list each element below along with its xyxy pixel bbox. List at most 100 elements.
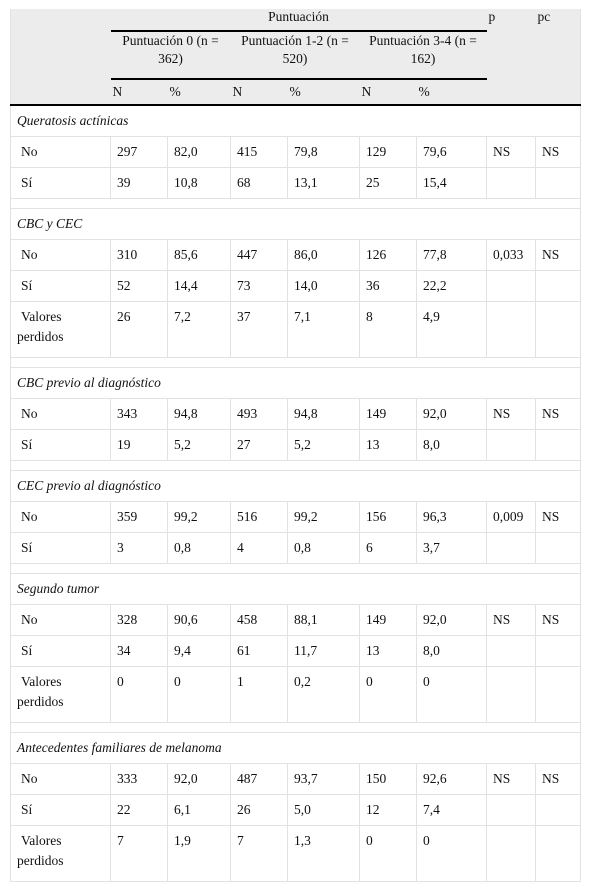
cell-pct: 5,2 bbox=[167, 429, 231, 461]
cell-pct: 9,4 bbox=[167, 635, 231, 667]
cell-pc: NS bbox=[535, 501, 581, 533]
cell-p bbox=[486, 825, 536, 882]
cell-n: 25 bbox=[359, 167, 417, 199]
cell-p bbox=[486, 635, 536, 667]
cell-pct: 77,8 bbox=[416, 239, 487, 271]
table-row: Sí 19 5,2 27 5,2 13 8,0 bbox=[10, 429, 581, 461]
section-header: Antecedentes familiares de melanoma bbox=[10, 732, 581, 764]
section-title: CEC previo al diagnóstico bbox=[10, 470, 581, 502]
cell-pct: 92,6 bbox=[416, 763, 487, 795]
cell-n: 149 bbox=[359, 398, 417, 430]
cell-n: 0 bbox=[359, 825, 417, 882]
cell-pct: 79,6 bbox=[416, 136, 487, 168]
cell-n: 39 bbox=[110, 167, 168, 199]
header-n-1: N bbox=[230, 79, 288, 106]
data-table: Puntuación p pc Puntuación 0 (n = 362) P… bbox=[10, 9, 581, 882]
cell-pct: 7,1 bbox=[287, 301, 360, 358]
cell-p bbox=[486, 301, 536, 358]
cell-n: 3 bbox=[110, 532, 168, 564]
section-title: Antecedentes familiares de melanoma bbox=[10, 732, 581, 764]
cell-pct: 11,7 bbox=[287, 635, 360, 667]
row-label: Valores perdidos bbox=[10, 301, 111, 358]
table-row: Valores perdidos 7 1,9 7 1,3 0 0 bbox=[10, 825, 581, 882]
table-row: Sí 3 0,8 4 0,8 6 3,7 bbox=[10, 532, 581, 564]
header-pct-0: % bbox=[167, 79, 231, 106]
row-label: Sí bbox=[10, 270, 111, 302]
table-row: No 310 85,6 447 86,0 126 77,8 0,033 NS bbox=[10, 239, 581, 271]
row-label: No bbox=[10, 763, 111, 795]
cell-pct: 82,0 bbox=[167, 136, 231, 168]
cell-pc bbox=[535, 825, 581, 882]
section-spacer bbox=[10, 460, 581, 471]
header-group-1-line2: 520) bbox=[282, 51, 308, 66]
row-label: Valores perdidos bbox=[10, 666, 111, 723]
cell-pc bbox=[535, 301, 581, 358]
cell-n: 150 bbox=[359, 763, 417, 795]
cell-pct: 0,2 bbox=[287, 666, 360, 723]
row-label: Sí bbox=[10, 167, 111, 199]
cell-n: 1 bbox=[230, 666, 288, 723]
cell-pc bbox=[535, 167, 581, 199]
cell-pct: 92,0 bbox=[167, 763, 231, 795]
cell-pct: 8,0 bbox=[416, 429, 487, 461]
cell-pct: 5,0 bbox=[287, 794, 360, 826]
row-label: No bbox=[10, 501, 111, 533]
cell-n: 333 bbox=[110, 763, 168, 795]
cell-n: 310 bbox=[110, 239, 168, 271]
cell-p: 0,033 bbox=[486, 239, 536, 271]
cell-n: 22 bbox=[110, 794, 168, 826]
cell-pct: 22,2 bbox=[416, 270, 487, 302]
cell-pc bbox=[535, 429, 581, 461]
section-header: CEC previo al diagnóstico bbox=[10, 470, 581, 502]
cell-p bbox=[486, 666, 536, 723]
row-label-line1: Valores bbox=[21, 674, 62, 689]
header-group-2-line2: 162) bbox=[410, 51, 436, 66]
cell-n: 129 bbox=[359, 136, 417, 168]
cell-n: 13 bbox=[359, 635, 417, 667]
row-label: No bbox=[10, 239, 111, 271]
table-row: Sí 34 9,4 61 11,7 13 8,0 bbox=[10, 635, 581, 667]
header-group-2: Puntuación 3-4 (n = 162) bbox=[359, 31, 487, 80]
cell-p bbox=[486, 167, 536, 199]
row-label: No bbox=[10, 604, 111, 636]
cell-pct: 5,2 bbox=[287, 429, 360, 461]
cell-pc bbox=[535, 794, 581, 826]
cell-pct: 93,7 bbox=[287, 763, 360, 795]
cell-n: 7 bbox=[230, 825, 288, 882]
cell-pc bbox=[535, 635, 581, 667]
cell-p: NS bbox=[486, 136, 536, 168]
section-title: Queratosis actínicas bbox=[10, 105, 581, 137]
section-header: CBC previo al diagnóstico bbox=[10, 367, 581, 399]
cell-n: 6 bbox=[359, 532, 417, 564]
cell-n: 458 bbox=[230, 604, 288, 636]
table-row: No 343 94,8 493 94,8 149 92,0 NS NS bbox=[10, 398, 581, 430]
cell-pct: 14,0 bbox=[287, 270, 360, 302]
cell-p: 0,009 bbox=[486, 501, 536, 533]
section-spacer bbox=[10, 198, 581, 209]
cell-pct: 92,0 bbox=[416, 604, 487, 636]
table-row: No 328 90,6 458 88,1 149 92,0 NS NS bbox=[10, 604, 581, 636]
table-row: Sí 52 14,4 73 14,0 36 22,2 bbox=[10, 270, 581, 302]
table-row: No 359 99,2 516 99,2 156 96,3 0,009 NS bbox=[10, 501, 581, 533]
cell-p: NS bbox=[486, 604, 536, 636]
section-spacer bbox=[10, 563, 581, 574]
cell-n: 12 bbox=[359, 794, 417, 826]
cell-pct: 94,8 bbox=[287, 398, 360, 430]
cell-p bbox=[486, 270, 536, 302]
cell-pct: 0,8 bbox=[287, 532, 360, 564]
cell-n: 0 bbox=[110, 666, 168, 723]
cell-pct: 7,2 bbox=[167, 301, 231, 358]
cell-pc: NS bbox=[535, 763, 581, 795]
cell-pct: 92,0 bbox=[416, 398, 487, 430]
cell-pct: 8,0 bbox=[416, 635, 487, 667]
cell-pct: 0 bbox=[416, 825, 487, 882]
cell-n: 447 bbox=[230, 239, 288, 271]
cell-pct: 99,2 bbox=[167, 501, 231, 533]
section-title: CBC y CEC bbox=[10, 208, 581, 240]
section-header: CBC y CEC bbox=[10, 208, 581, 240]
section-header: Segundo tumor bbox=[10, 573, 581, 605]
header-group-0-line1: Puntuación 0 (n = bbox=[122, 33, 219, 48]
row-label: Sí bbox=[10, 794, 111, 826]
row-label-line1: Valores bbox=[21, 833, 62, 848]
header-pct-1: % bbox=[287, 79, 360, 106]
